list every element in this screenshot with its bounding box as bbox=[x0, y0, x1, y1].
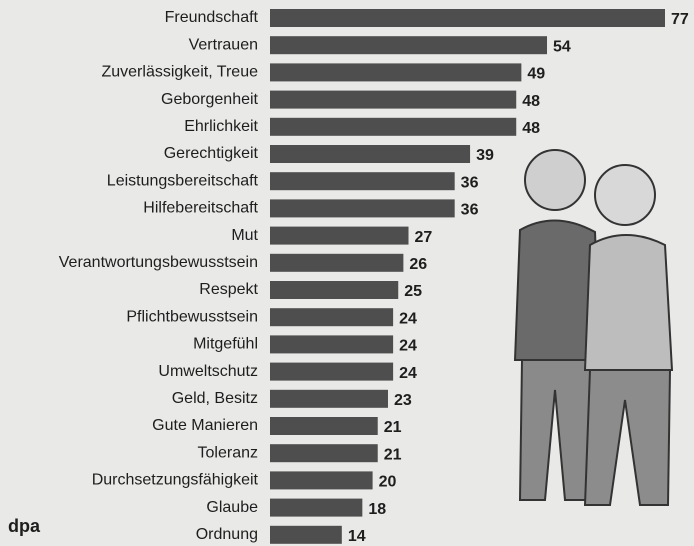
value-label: 24 bbox=[399, 310, 417, 327]
illustration bbox=[515, 150, 672, 505]
bar bbox=[270, 227, 409, 245]
bar bbox=[270, 199, 455, 217]
value-label: 48 bbox=[522, 120, 540, 137]
bar bbox=[270, 281, 398, 299]
category-label: Mut bbox=[231, 227, 258, 244]
bar bbox=[270, 363, 393, 381]
value-label: 49 bbox=[527, 66, 545, 83]
bar bbox=[270, 390, 388, 408]
bar bbox=[270, 526, 342, 544]
bar bbox=[270, 308, 393, 326]
category-label: Umweltschutz bbox=[158, 363, 258, 380]
value-label: 14 bbox=[348, 528, 366, 545]
value-label: 24 bbox=[399, 338, 417, 355]
value-label: 26 bbox=[409, 256, 427, 273]
category-label: Mitgefühl bbox=[193, 336, 258, 353]
bar bbox=[270, 335, 393, 353]
bar bbox=[270, 9, 665, 27]
source: dpa bbox=[8, 516, 41, 536]
value-label: 77 bbox=[671, 11, 689, 28]
value-label: 18 bbox=[368, 501, 386, 518]
bar bbox=[270, 471, 373, 489]
bar bbox=[270, 36, 547, 54]
category-label: Vertrauen bbox=[189, 36, 258, 53]
value-label: 27 bbox=[415, 229, 433, 246]
value-label: 21 bbox=[384, 419, 402, 436]
bar bbox=[270, 91, 516, 109]
category-label: Zuverlässigkeit, Treue bbox=[101, 64, 258, 81]
bar bbox=[270, 118, 516, 136]
bar bbox=[270, 417, 378, 435]
category-label: Toleranz bbox=[198, 444, 258, 461]
value-label: 21 bbox=[384, 446, 402, 463]
value-label: 36 bbox=[461, 174, 479, 191]
bar bbox=[270, 444, 378, 462]
bar bbox=[270, 63, 521, 81]
category-label: Geld, Besitz bbox=[172, 390, 258, 407]
value-label: 54 bbox=[553, 38, 571, 55]
value-label: 20 bbox=[379, 474, 397, 491]
bar bbox=[270, 254, 403, 272]
category-label: Ordnung bbox=[196, 526, 258, 543]
category-label: Gute Manieren bbox=[152, 417, 258, 434]
category-label: Verantwortungsbewusstsein bbox=[59, 254, 258, 271]
value-label: 24 bbox=[399, 365, 417, 382]
category-label: Hilfebereitschaft bbox=[143, 200, 258, 217]
value-label: 25 bbox=[404, 283, 422, 300]
value-label: 48 bbox=[522, 93, 540, 110]
value-label: 23 bbox=[394, 392, 412, 409]
value-label: 39 bbox=[476, 147, 494, 164]
category-label: Geborgenheit bbox=[161, 91, 259, 108]
category-label: Ehrlichkeit bbox=[184, 118, 258, 135]
category-label: Glaube bbox=[206, 499, 258, 516]
category-label: Gerechtigkeit bbox=[164, 145, 259, 162]
bar bbox=[270, 499, 362, 517]
category-label: Leistungsbereitschaft bbox=[107, 172, 259, 189]
category-label: Durchsetzungsfähigkeit bbox=[92, 472, 259, 489]
bar bbox=[270, 172, 455, 190]
category-label: Respekt bbox=[199, 281, 258, 298]
value-label: 36 bbox=[461, 202, 479, 219]
category-label: Freundschaft bbox=[165, 9, 259, 26]
bar bbox=[270, 145, 470, 163]
chart: dpa Freundschaft 77 Vertrauen 54 Zuverlässig… bbox=[0, 0, 694, 546]
category-label: Pflichtbewusstsein bbox=[126, 308, 258, 325]
